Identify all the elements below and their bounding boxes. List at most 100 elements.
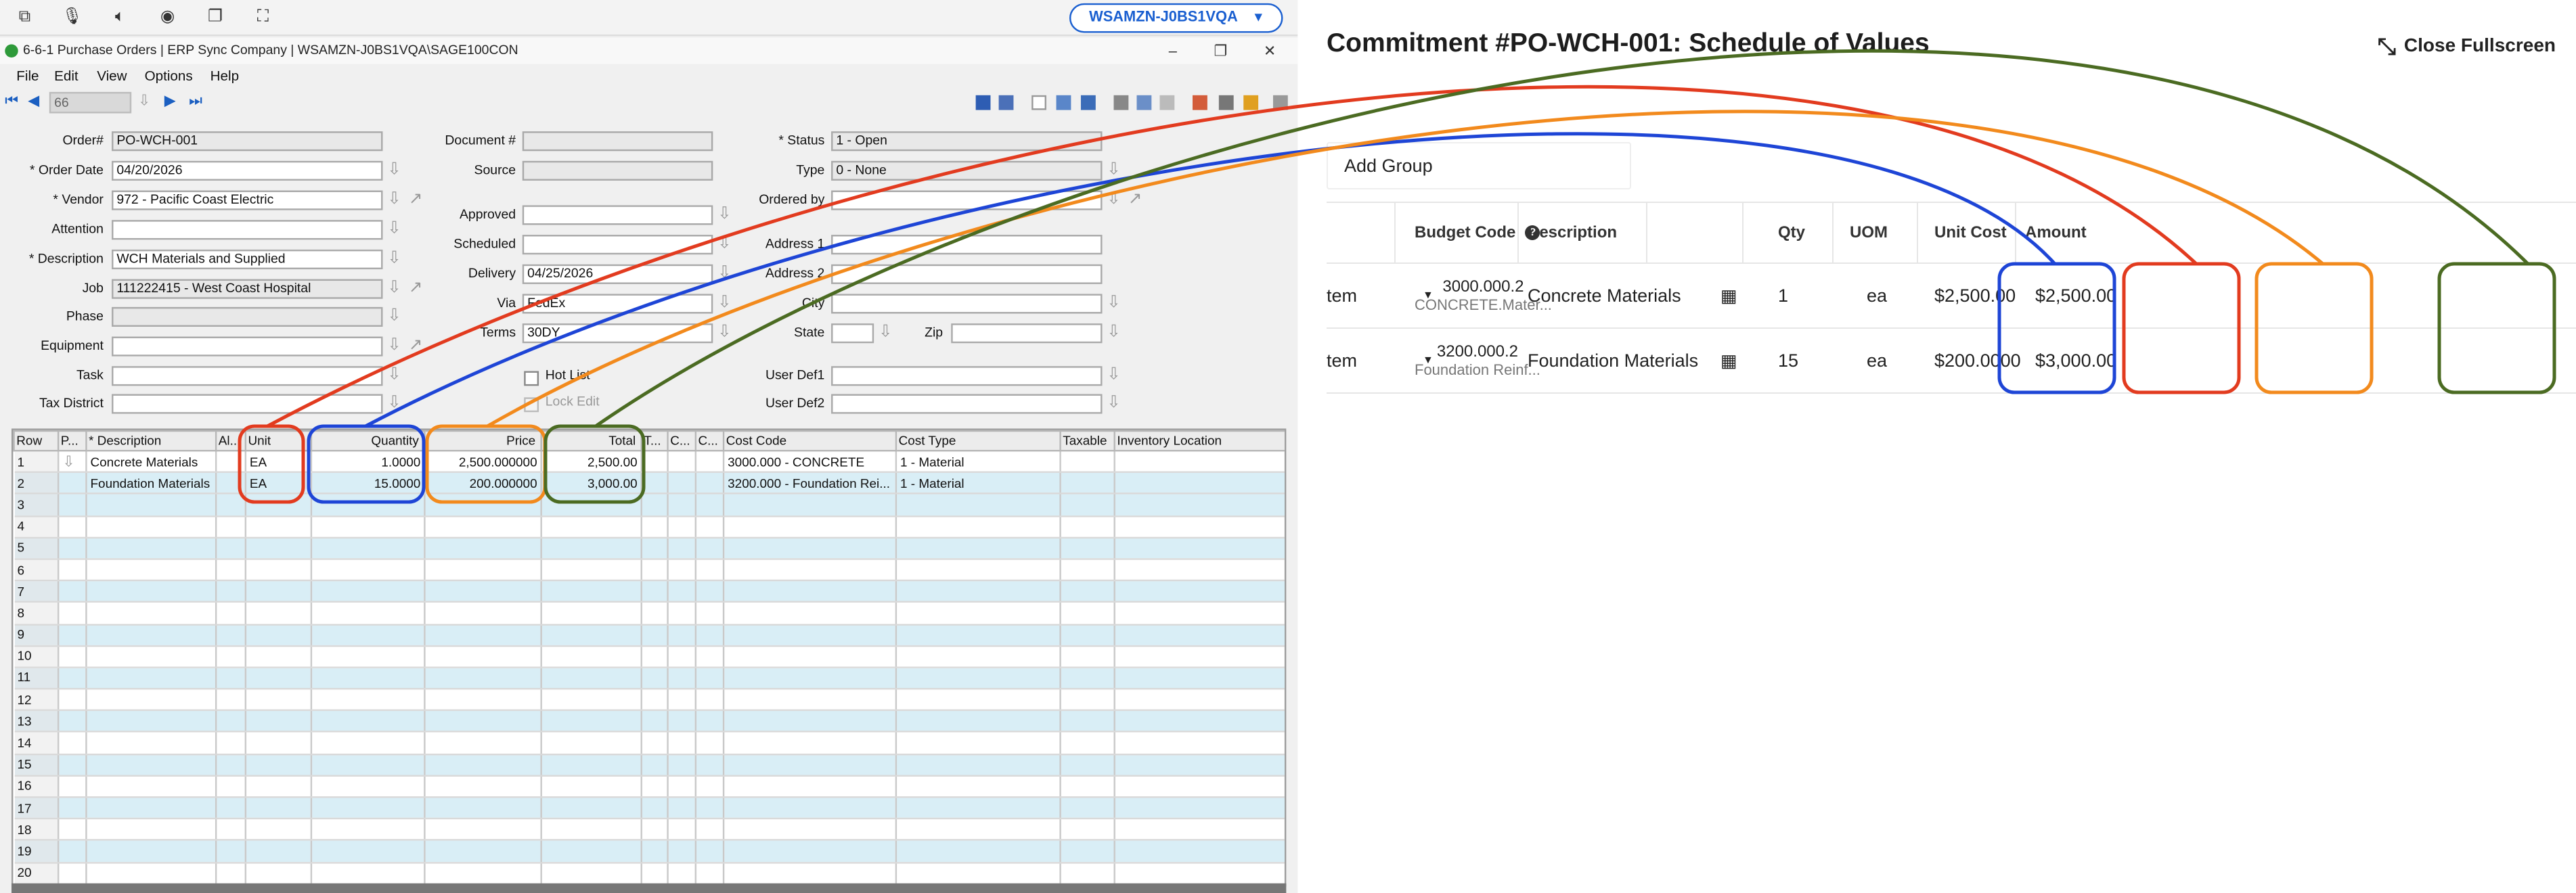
grid-cell[interactable] — [667, 819, 697, 842]
grid-cell[interactable] — [724, 667, 897, 690]
grid-cell[interactable] — [216, 775, 247, 798]
user-def1-field[interactable] — [831, 366, 1103, 386]
grid-cell[interactable] — [1114, 516, 1285, 539]
grid-cell[interactable] — [724, 516, 897, 539]
col-amount[interactable]: Amount — [2025, 223, 2087, 242]
grid-cell[interactable] — [667, 840, 697, 863]
grid-cell[interactable] — [86, 819, 217, 842]
record-icon[interactable]: ◉ — [160, 8, 175, 26]
col-cost-code[interactable]: Cost Code — [722, 430, 897, 452]
grid-cell[interactable] — [667, 559, 697, 582]
grid-cell[interactable] — [1060, 862, 1115, 885]
close-fullscreen-button[interactable]: ⤡ Close Fullscreen — [2378, 34, 2556, 60]
new-document-icon[interactable] — [1031, 95, 1046, 110]
grid-cell[interactable] — [895, 602, 1061, 625]
grid-cell[interactable] — [667, 602, 697, 625]
grid-cell[interactable] — [895, 710, 1061, 733]
menu-options[interactable]: Options — [144, 67, 193, 84]
grid-cell[interactable] — [424, 797, 542, 820]
grid-cell[interactable] — [667, 580, 697, 603]
grid-cell[interactable] — [895, 624, 1061, 647]
grid-cell[interactable] — [895, 819, 1061, 842]
last-record-icon[interactable]: ⏭ — [189, 91, 202, 109]
grid-cell[interactable] — [724, 710, 897, 733]
user-def1-lookup-icon[interactable]: ⇩ — [1107, 366, 1121, 384]
grid-cell[interactable] — [641, 494, 669, 517]
grid-cell[interactable] — [895, 559, 1061, 582]
table-row[interactable]: 1 ⇩ Concrete Materials EA 1.0000 2,500.0… — [14, 451, 1285, 474]
grid-cell[interactable] — [641, 732, 669, 755]
type-lookup-icon[interactable]: ⇩ — [1107, 160, 1121, 179]
row-uom[interactable]: ea — [1867, 350, 1888, 371]
grid-cell[interactable] — [641, 710, 669, 733]
grid-cell[interactable] — [1060, 516, 1115, 539]
attention-lookup-icon[interactable]: ⇩ — [387, 220, 401, 238]
grid-cell[interactable] — [695, 754, 725, 777]
user-def2-lookup-icon[interactable]: ⇩ — [1107, 394, 1121, 413]
grid-cell[interactable] — [541, 494, 642, 517]
table-row[interactable]: 13 — [14, 710, 1285, 733]
table-row[interactable]: 10 — [14, 645, 1285, 668]
grid-cell[interactable] — [541, 580, 642, 603]
undo-icon[interactable] — [1056, 95, 1071, 110]
grid-cell[interactable] — [541, 645, 642, 668]
grid-cell[interactable] — [1114, 580, 1285, 603]
col-unit[interactable]: Unit — [244, 430, 313, 452]
task-field[interactable] — [112, 366, 383, 386]
ordered-by-open-icon[interactable]: ↗ — [1128, 190, 1142, 209]
grid-cell[interactable] — [216, 732, 247, 755]
paste-icon[interactable] — [1159, 95, 1175, 110]
grid-cell[interactable] — [58, 602, 87, 625]
grid-cell[interactable] — [724, 624, 897, 647]
cell-t[interactable] — [641, 451, 669, 474]
grid-cell[interactable] — [695, 602, 725, 625]
lookup-arrow-icon[interactable]: ⇩ — [58, 451, 87, 474]
cell-total[interactable]: 2,500.00 — [541, 451, 642, 474]
cell-inventory-location[interactable] — [1114, 451, 1285, 474]
grid-cell[interactable] — [1060, 667, 1115, 690]
status-select[interactable]: 1 - Open ⌄ — [831, 131, 1103, 152]
close-button[interactable]: ✕ — [1263, 43, 1276, 60]
grid-cell[interactable] — [1114, 645, 1285, 668]
grid-cell[interactable] — [724, 537, 897, 560]
grid-cell[interactable] — [311, 862, 426, 885]
grid-cell[interactable] — [1114, 624, 1285, 647]
description-lookup-icon[interactable]: ⇩ — [387, 249, 401, 268]
grid-scrollbar[interactable] — [11, 883, 1287, 893]
grid-cell[interactable] — [86, 624, 217, 647]
grid-cell[interactable] — [86, 862, 217, 885]
grid-cell[interactable] — [724, 754, 897, 777]
grid-cell[interactable] — [1060, 537, 1115, 560]
grid-cell[interactable] — [311, 775, 426, 798]
grid-cell[interactable] — [1114, 840, 1285, 863]
grid-cell[interactable] — [58, 537, 87, 560]
microphone-icon[interactable]: 🎙︎ — [62, 8, 83, 26]
row-uom[interactable]: ea — [1867, 285, 1888, 306]
grid-cell[interactable] — [245, 559, 313, 582]
speaker-icon[interactable]: 🔈︎ — [114, 8, 125, 26]
table-row[interactable]: 15 — [14, 754, 1285, 777]
user-def2-field[interactable] — [831, 394, 1103, 414]
equipment-field[interactable] — [112, 336, 383, 357]
grid-cell[interactable] — [641, 559, 669, 582]
grid-cell[interactable] — [541, 689, 642, 712]
grid-cell[interactable] — [1060, 602, 1115, 625]
row-amount[interactable]: $3,000.00 — [2035, 350, 2117, 371]
grid-cell[interactable] — [1114, 667, 1285, 690]
address1-field[interactable] — [831, 235, 1103, 255]
grid-cell[interactable] — [895, 645, 1061, 668]
grid-cell[interactable] — [895, 516, 1061, 539]
grid-cell[interactable] — [86, 775, 217, 798]
copy-window-icon[interactable]: ❐ — [208, 8, 223, 26]
grid-cell[interactable] — [724, 645, 897, 668]
grid-cell[interactable] — [311, 840, 426, 863]
grid-cell[interactable] — [667, 667, 697, 690]
grid-cell[interactable] — [695, 494, 725, 517]
grid-cell[interactable] — [311, 537, 426, 560]
address2-field[interactable] — [831, 264, 1103, 284]
grid-cell[interactable] — [1060, 710, 1115, 733]
grid-cell[interactable] — [311, 559, 426, 582]
tax-district-field[interactable] — [112, 394, 383, 414]
grid-cell[interactable] — [1114, 494, 1285, 517]
grid-cell[interactable] — [541, 667, 642, 690]
